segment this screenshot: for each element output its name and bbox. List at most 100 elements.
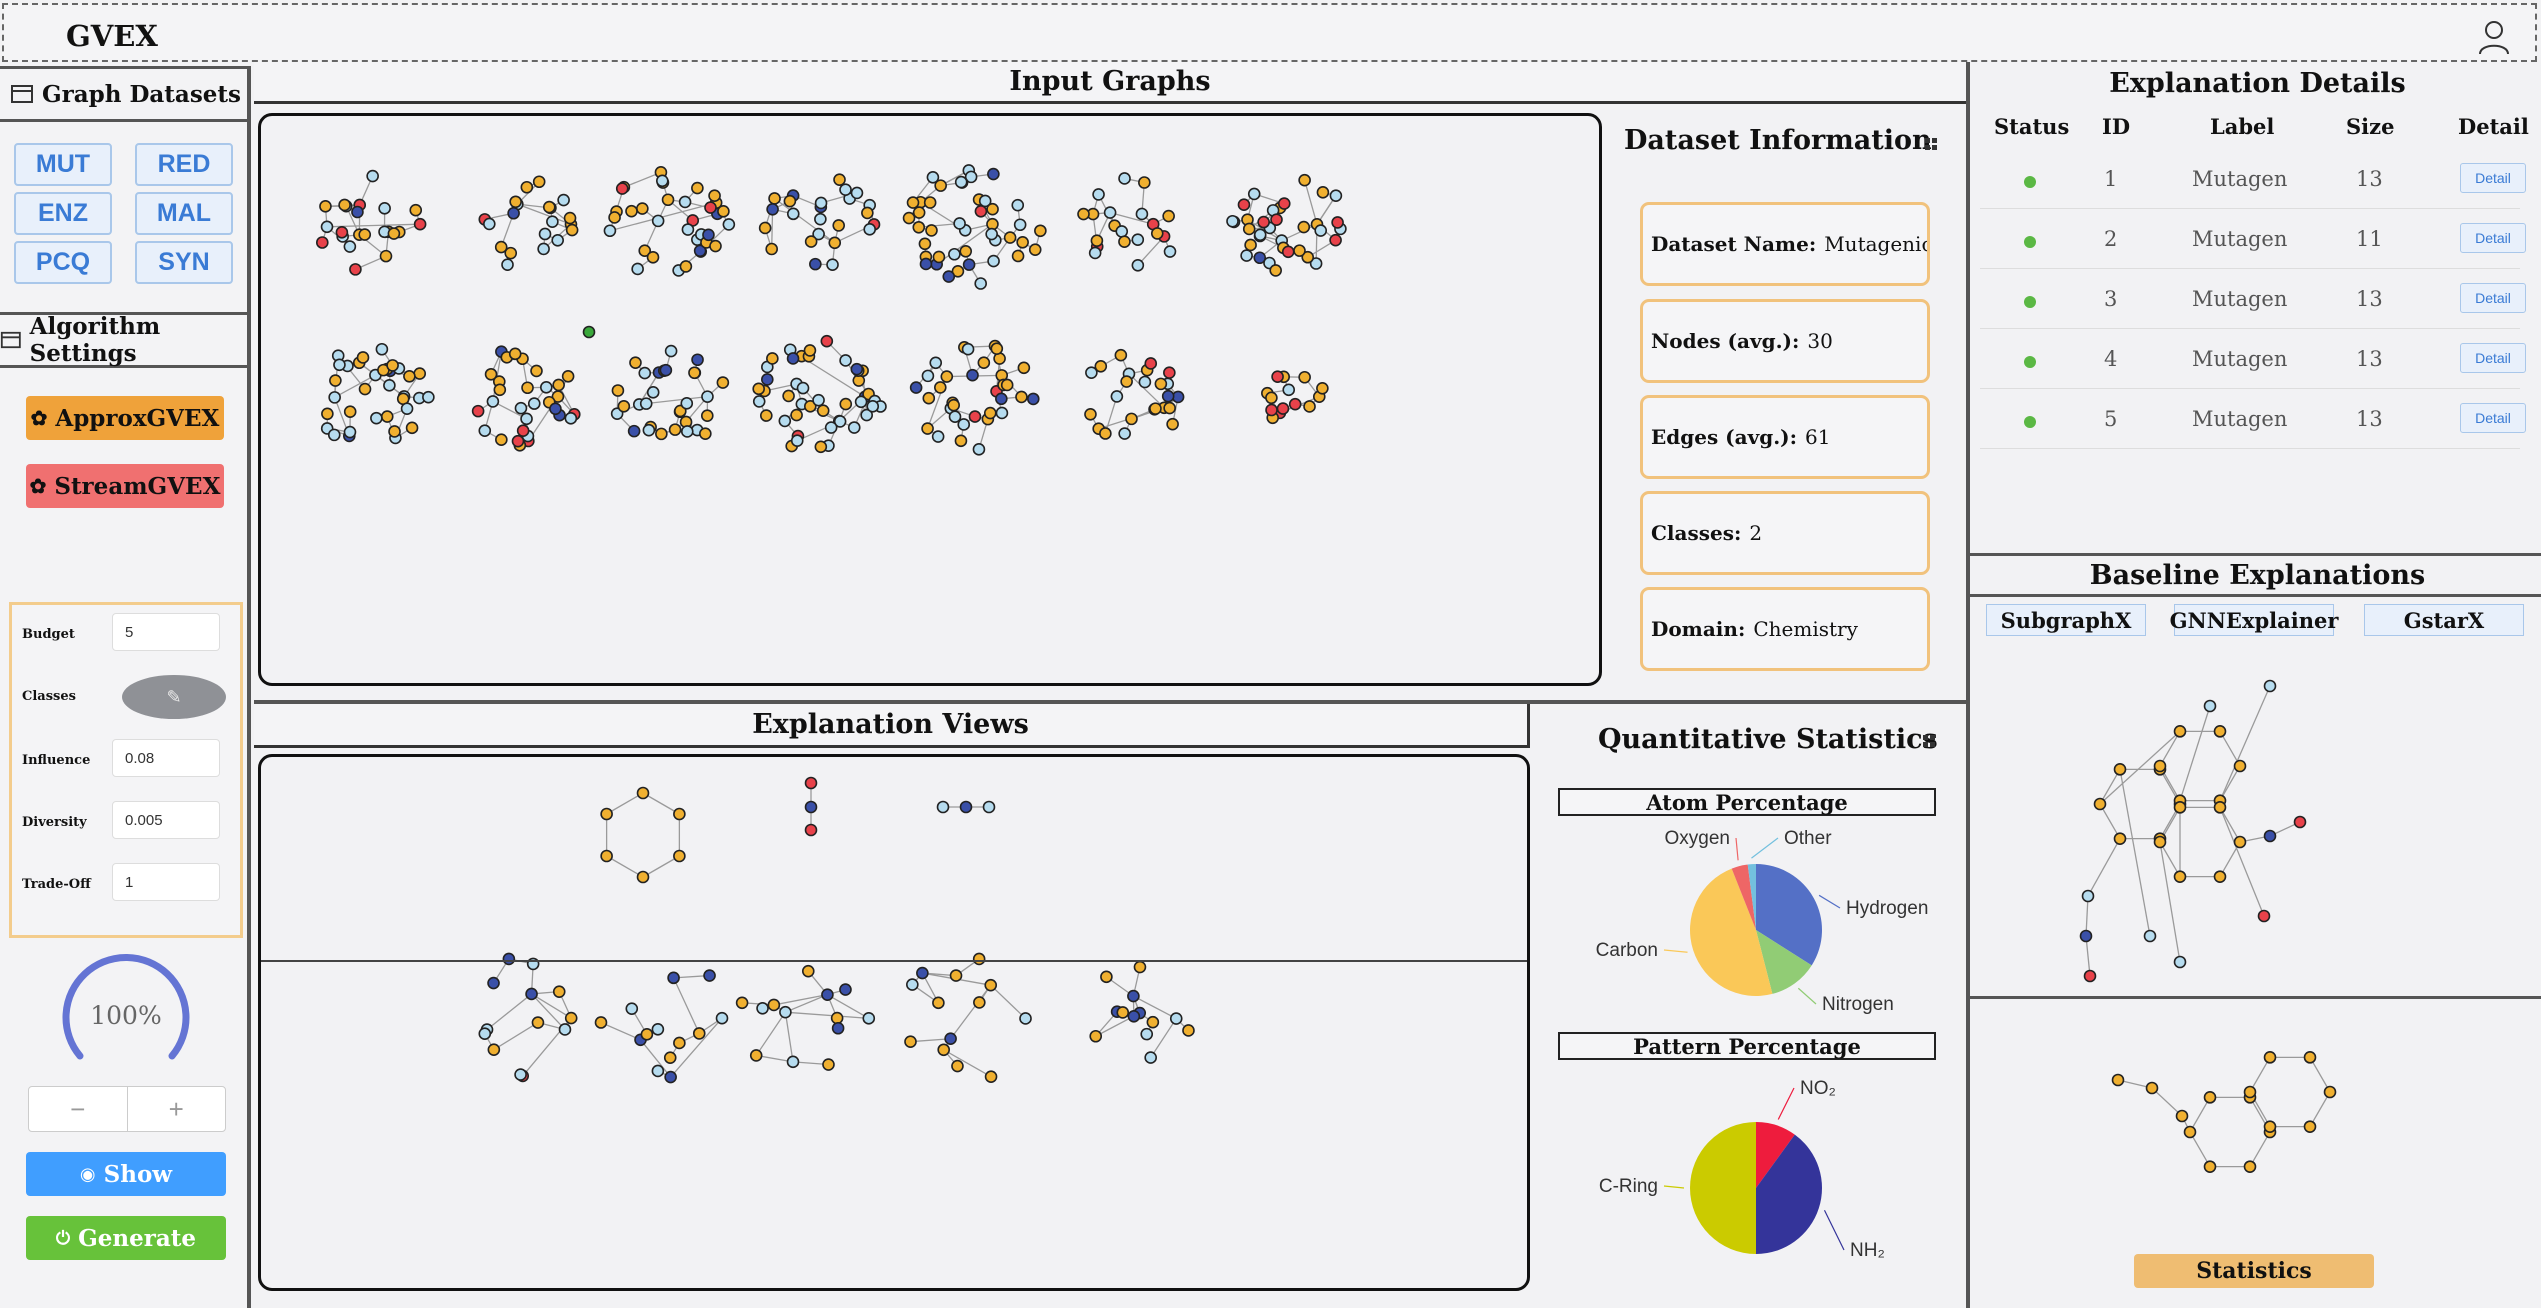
generate-button[interactable]: ⏻ Generate — [26, 1216, 226, 1260]
graph-node — [926, 170, 940, 184]
graph-node — [948, 247, 961, 261]
graph-node — [986, 202, 999, 216]
graph-node — [478, 1027, 492, 1041]
graph-node — [639, 397, 653, 410]
dataset-button-mal[interactable]: MAL — [135, 192, 233, 235]
graph-node — [640, 1028, 654, 1041]
user-icon[interactable] — [2477, 19, 2511, 55]
show-button[interactable]: ◉ Show — [26, 1152, 226, 1196]
gnnexplainer-button[interactable]: GNNExplainer — [2170, 604, 2338, 636]
graph-node — [782, 389, 795, 403]
baseline-graph-top[interactable] — [1970, 646, 2541, 992]
graph-node — [790, 408, 803, 422]
graph-node — [343, 425, 357, 439]
graph-edge — [2249, 1131, 2271, 1167]
budget-input[interactable]: 5 — [112, 613, 220, 651]
baseline-graph-bottom[interactable] — [1970, 1002, 2541, 1252]
graph-node — [977, 356, 991, 370]
detail-button[interactable]: Detail — [2460, 223, 2526, 253]
dataset-button-syn[interactable]: SYN — [135, 241, 233, 284]
pie-leader-line — [1663, 1185, 1685, 1189]
params-panel: Budget 5 Classes ✎ Influence 0.08 Divers… — [9, 602, 243, 938]
graph-node — [812, 227, 825, 241]
increase-button[interactable]: + — [168, 1093, 184, 1124]
influence-input[interactable]: 0.08 — [112, 739, 220, 777]
graph-node — [1253, 251, 1267, 265]
dataset-button-pcq[interactable]: PCQ — [14, 241, 112, 284]
row-label: Mutagen — [2192, 227, 2288, 251]
graph-node — [749, 1049, 763, 1062]
graph-edge — [2179, 705, 2211, 801]
graph-node — [701, 390, 714, 403]
row-label: Mutagen — [2192, 347, 2288, 371]
pie-label: NO₂ — [1800, 1078, 1836, 1099]
graph-node — [756, 1001, 769, 1015]
edit-icon: ✎ — [166, 686, 182, 708]
graph-node — [703, 969, 716, 982]
graph-node — [678, 195, 692, 209]
progress-text: 100% — [90, 1001, 162, 1030]
streamgvex-button[interactable]: ✿ StreamGVEX — [26, 464, 224, 508]
graph-node — [1077, 207, 1090, 221]
graph-node — [617, 400, 631, 413]
graph-node — [1090, 234, 1104, 247]
info-label: Nodes (avg.): — [1651, 329, 1800, 353]
grid-icon[interactable] — [1922, 734, 1936, 748]
graph-node — [659, 363, 673, 377]
diversity-input[interactable]: 0.005 — [112, 801, 220, 839]
graph-node — [2213, 801, 2227, 814]
graph-node — [1149, 402, 1162, 415]
detail-button[interactable]: Detail — [2460, 343, 2526, 373]
graph-node — [2233, 759, 2247, 773]
atom-percentage-pie[interactable]: Hydrogen Nitrogen Carbon Oxygen Other — [1534, 820, 1964, 1040]
graph-node — [405, 421, 419, 435]
subgraphx-button[interactable]: SubgraphX — [1986, 604, 2146, 636]
graph-edge — [2219, 731, 2241, 767]
graph-node — [929, 356, 943, 370]
pattern-percentage-pie[interactable]: NO₂ NH₂ C-Ring — [1534, 1064, 1964, 1304]
graph-edge — [493, 1021, 539, 1051]
graph-node — [702, 228, 715, 242]
input-graphs-title: Input Graphs — [254, 62, 1966, 104]
graph-node — [1135, 207, 1149, 221]
dataset-button-red[interactable]: RED — [135, 143, 233, 186]
explanation-views-canvas[interactable] — [261, 757, 1527, 1288]
gstarx-button[interactable]: GstarX — [2364, 604, 2524, 636]
dataset-button-enz[interactable]: ENZ — [14, 192, 112, 235]
graph-node — [2203, 1160, 2217, 1173]
detail-button[interactable]: Detail — [2460, 163, 2526, 193]
graph-edge — [609, 202, 717, 232]
pie-leader-line — [1735, 837, 1739, 861]
tradeoff-input[interactable]: 1 — [112, 863, 220, 901]
statistics-button[interactable]: Statistics — [2134, 1254, 2374, 1288]
graph-node — [940, 370, 954, 383]
graph-edge — [990, 984, 1026, 1019]
decrease-button[interactable]: − — [29, 1087, 128, 1131]
graph-edge — [2085, 895, 2089, 937]
graph-node — [561, 370, 575, 383]
input-graphs-canvas[interactable] — [261, 116, 1599, 683]
info-label: Classes: — [1651, 521, 1742, 545]
graph-node — [2153, 759, 2167, 773]
detail-button[interactable]: Detail — [2460, 283, 2526, 313]
detail-button[interactable]: Detail — [2460, 403, 2526, 433]
grid-icon[interactable] — [1924, 137, 1938, 151]
approxgvex-button[interactable]: ✿ ApproxGVEX — [26, 396, 224, 440]
graph-node — [984, 978, 998, 992]
graph-node — [501, 258, 514, 271]
datasets-header: Graph Datasets — [0, 66, 251, 122]
graph-node — [954, 175, 968, 189]
classes-edit-button[interactable]: ✎ — [122, 675, 226, 719]
pattern-percentage-title: Pattern Percentage — [1558, 1032, 1936, 1060]
graph-node — [1163, 245, 1177, 258]
dataset-button-mut[interactable]: MUT — [14, 143, 112, 186]
graph-edge — [784, 1012, 794, 1062]
graph-node — [478, 424, 492, 437]
graph-node — [673, 849, 686, 863]
graph-node — [1099, 427, 1112, 440]
graph-node — [514, 1068, 527, 1081]
graph-node — [786, 352, 800, 365]
graph-node — [1115, 225, 1129, 238]
approxgvex-label: ApproxGVEX — [55, 404, 220, 432]
row-size: 13 — [2356, 347, 2383, 371]
